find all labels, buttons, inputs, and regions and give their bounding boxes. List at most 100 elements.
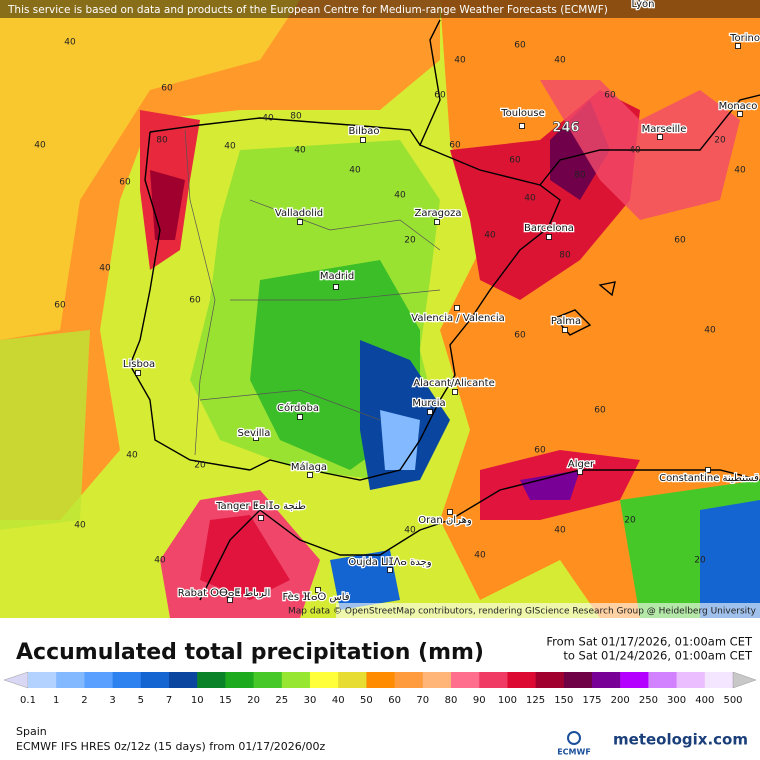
city-marker xyxy=(227,597,233,603)
legend-swatch xyxy=(310,672,339,688)
city-label: Tanger ⵟⴰⵏⵊⴰ طنجة xyxy=(215,501,306,512)
city-label: Lisboa xyxy=(123,359,155,370)
city-marker xyxy=(297,414,303,420)
legend-swatch xyxy=(507,672,537,688)
city-marker xyxy=(315,587,321,593)
legend-tick-label: 25 xyxy=(275,695,288,706)
contour-label: 60 xyxy=(54,301,66,311)
contour-label: 60 xyxy=(514,331,526,341)
legend-tick-label: 100 xyxy=(498,695,517,706)
contour-label: 60 xyxy=(161,84,173,94)
map-attribution: Map data © OpenStreetMap contributors, r… xyxy=(288,607,757,617)
city-label: Valladolid xyxy=(275,208,323,219)
city-marker xyxy=(434,219,440,225)
contour-label: 40 xyxy=(734,166,746,176)
city-label: Constantine قسنطينة xyxy=(659,473,759,484)
contour-label: 60 xyxy=(514,41,526,51)
city-label: Oujda ⵡⵊⴷⴰ وجدة xyxy=(348,557,431,568)
model-info: ECMWF IFS HRES 0z/12z (15 days) from 01/… xyxy=(16,740,326,753)
city-marker xyxy=(577,469,583,475)
city-label: Rabat ⵔⴱⴰⵟ الرباط xyxy=(178,588,270,599)
brand: meteologix.com xyxy=(613,731,748,749)
contour-label: 60 xyxy=(534,446,546,456)
contour-label: 20 xyxy=(404,236,416,246)
city-marker xyxy=(258,515,264,521)
legend-tick-label: 50 xyxy=(360,695,373,706)
legend-title: Accumulated total precipitation (mm) xyxy=(16,640,484,665)
city-label: Murcia xyxy=(412,398,445,409)
contour-label: 60 xyxy=(434,91,446,101)
contour-label: 40 xyxy=(454,56,466,66)
legend-swatch xyxy=(253,672,283,688)
legend-swatch xyxy=(84,672,114,688)
legend-tick-label: 7 xyxy=(166,695,172,706)
period-from: From Sat 01/17/2026, 01:00am CET xyxy=(546,635,753,649)
legend-tick-label: 125 xyxy=(526,695,545,706)
contour-label: 40 xyxy=(554,56,566,66)
legend-tick-label: 90 xyxy=(473,695,486,706)
city-marker xyxy=(705,467,711,473)
legend-swatch xyxy=(479,672,508,688)
legend-swatch xyxy=(394,672,424,688)
legend-swatch xyxy=(112,672,142,688)
city-marker xyxy=(427,409,433,415)
legend-panel: Accumulated total precipitation (mm) Fro… xyxy=(3,635,757,757)
legend-swatch xyxy=(281,672,311,688)
legend-tick-label: 70 xyxy=(416,695,429,706)
city-marker xyxy=(387,567,393,573)
city-label: Zaragoza xyxy=(414,208,461,219)
legend-tick-label: 80 xyxy=(445,695,458,706)
legend-swatch xyxy=(422,672,452,688)
period-to: to Sat 01/24/2026, 01:00am CET xyxy=(563,649,753,663)
ecmwf-logo: ECMWF xyxy=(557,748,591,757)
legend-tick-label: 15 xyxy=(219,695,232,706)
contour-label: 80 xyxy=(156,136,168,146)
legend-swatch xyxy=(225,672,255,688)
legend-swatch xyxy=(197,672,226,688)
legend-tick-label: 20 xyxy=(247,695,260,706)
contour-label: 40 xyxy=(224,142,236,152)
city-label: Lyon xyxy=(631,0,654,10)
legend-swatch xyxy=(620,672,649,688)
legend-swatch xyxy=(648,672,678,688)
contour-label: 40 xyxy=(474,551,486,561)
legend-swatch xyxy=(140,672,170,688)
city-marker xyxy=(447,509,453,515)
legend-tick-label: 0.1 xyxy=(20,695,36,706)
legend-tick-label: 40 xyxy=(332,695,345,706)
city-label: Madrid xyxy=(320,271,354,282)
city-label: Toulouse xyxy=(500,108,544,119)
legend-swatch xyxy=(338,672,367,688)
legend-tick-label: 30 xyxy=(304,695,317,706)
city-marker xyxy=(454,305,460,311)
city-marker xyxy=(135,370,141,376)
region: Spain xyxy=(16,725,47,738)
contour-label: 60 xyxy=(119,178,131,188)
top-attribution: This service is based on data and produc… xyxy=(7,4,608,16)
city-marker xyxy=(737,111,743,117)
legend-swatch xyxy=(56,672,85,688)
contour-label: 20 xyxy=(194,461,206,471)
city-marker xyxy=(297,219,303,225)
legend-tick-label: 300 xyxy=(667,695,686,706)
legend-swatch xyxy=(592,672,621,688)
contour-label: 40 xyxy=(99,264,111,274)
contour-label: 80 xyxy=(574,171,586,181)
contour-label: 60 xyxy=(224,591,236,601)
city-label: Alacant/Alicante xyxy=(413,378,494,389)
contour-label: 60 xyxy=(189,296,201,306)
legend-swatch xyxy=(366,672,396,688)
contour-label: 40 xyxy=(262,114,274,124)
legend-tick-label: 200 xyxy=(611,695,630,706)
city-marker xyxy=(253,435,259,441)
city-marker xyxy=(333,284,339,290)
city-marker xyxy=(519,123,525,129)
city-label: Alger xyxy=(568,459,595,470)
contour-label: 40 xyxy=(126,451,138,461)
contour-label: 60 xyxy=(594,406,606,416)
city-marker xyxy=(735,43,741,49)
legend-tick-label: 175 xyxy=(582,695,601,706)
legend-tick-label: 1 xyxy=(53,695,59,706)
contour-label: 40 xyxy=(154,556,166,566)
city-marker xyxy=(546,234,552,240)
